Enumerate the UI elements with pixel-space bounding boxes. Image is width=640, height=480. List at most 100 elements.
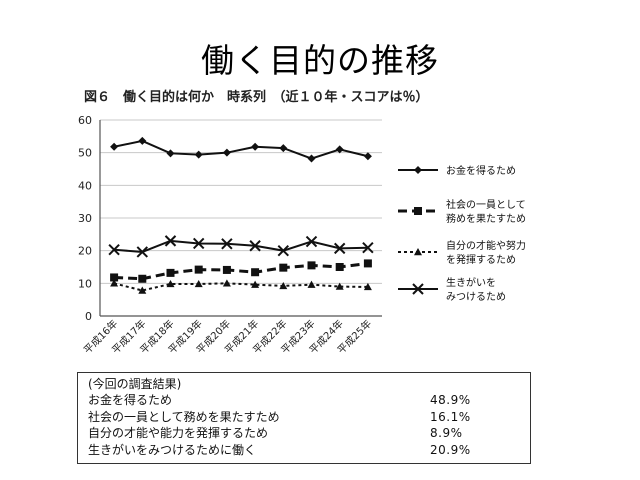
- data-point: [279, 144, 288, 153]
- data-point: [222, 148, 231, 157]
- results-row: 社会の一員として務めを果たすため 16.1%: [88, 409, 520, 426]
- results-header: (今回の調査結果): [88, 377, 182, 391]
- slide-title: 働く目的の推移: [201, 41, 439, 80]
- results-row: 自分の才能や能力を発揮するため 8.9%: [88, 425, 520, 442]
- data-point: [138, 286, 147, 294]
- data-point: [194, 279, 203, 288]
- results-value: 8.9%: [430, 426, 463, 440]
- y-axis-ticks: 0 10 20 30 40 50 60: [78, 114, 92, 323]
- data-point: [222, 265, 231, 274]
- line-chart: 0 10 20 30 40 50 60 平成16年平成17年平成18年平成19年平成20年平…: [78, 114, 526, 356]
- y-tick-label: 10: [78, 277, 92, 290]
- data-point: [279, 263, 288, 272]
- data-point: [166, 149, 175, 158]
- results-value: 48.9%: [430, 393, 471, 407]
- data-point: [138, 274, 147, 283]
- data-point-stroke: [249, 240, 261, 252]
- y-tick-label: 40: [78, 179, 92, 192]
- data-point: [335, 145, 344, 154]
- data-point-stroke: [277, 244, 290, 257]
- series-line: [114, 239, 368, 253]
- data-point: [307, 154, 316, 163]
- data-point: [335, 263, 344, 271]
- data-point: [333, 242, 346, 255]
- legend-label: お金を得るため: [446, 164, 516, 177]
- series-line: [114, 261, 369, 281]
- data-point-stroke: [164, 235, 177, 247]
- results-row: 生きがいをみつけるために働く 20.9%: [88, 442, 520, 459]
- data-point-stroke: [333, 242, 346, 255]
- data-point: [363, 282, 372, 291]
- legend-label: 自分の才能や努力: [446, 239, 526, 252]
- results-label: 社会の一員として務めを果たすため: [88, 409, 280, 424]
- data-point: [222, 279, 231, 287]
- data-point: [194, 150, 203, 159]
- legend-label: を発揮するため: [446, 253, 516, 266]
- data-point: [412, 283, 424, 295]
- legend-item: お金を得るため: [398, 164, 516, 177]
- x-axis-ticks: 平成16年平成17年平成18年平成19年平成20年平成21年平成22年平成23年…: [81, 317, 374, 356]
- data-point: [108, 243, 120, 256]
- legend-item: 社会の一員として務めを果たすため: [398, 198, 526, 225]
- data-point: [414, 248, 422, 256]
- data-point: [166, 279, 175, 288]
- data-point: [279, 281, 288, 290]
- data-point: [414, 166, 422, 174]
- data-point: [363, 152, 372, 161]
- series-1: [110, 136, 372, 163]
- data-point: [335, 282, 344, 290]
- series-4: [108, 235, 374, 258]
- legend-label: 務めを果たすため: [446, 212, 526, 225]
- data-point: [414, 207, 422, 215]
- results-row: お金を得るため 48.9%: [88, 392, 520, 409]
- data-point: [164, 235, 177, 247]
- data-point: [307, 261, 316, 270]
- y-tick-label: 60: [78, 114, 92, 127]
- data-point: [251, 280, 260, 288]
- data-point: [307, 280, 316, 288]
- series-line: [113, 139, 369, 160]
- data-point: [221, 238, 233, 250]
- series-3: [110, 279, 372, 294]
- data-point: [249, 240, 261, 252]
- data-point: [363, 259, 372, 268]
- results-value: 20.9%: [430, 442, 471, 457]
- data-point: [251, 142, 260, 151]
- data-point: [305, 235, 318, 248]
- data-point-stroke: [362, 242, 374, 254]
- legend-label: みつけるため: [446, 291, 506, 303]
- legend-item: 生きがいをみつけるため: [398, 276, 506, 303]
- data-point: [138, 136, 147, 145]
- data-point: [110, 279, 119, 287]
- y-tick-label: 30: [78, 212, 92, 225]
- series-line: [113, 282, 368, 292]
- results-value: 16.1%: [430, 409, 471, 424]
- figure-title: 図６ 働く目的は何か 時系列 （近１０年・スコアは％）: [84, 90, 429, 105]
- data-point-stroke: [412, 283, 424, 295]
- data-point: [166, 268, 175, 277]
- results-label: お金を得るため: [88, 393, 173, 407]
- data-point-stroke: [221, 238, 233, 250]
- data-point: [110, 273, 119, 282]
- results-label: 生きがいをみつけるために働く: [88, 442, 257, 457]
- y-tick-label: 50: [78, 147, 92, 160]
- results-label: 自分の才能や能力を発揮するため: [88, 426, 269, 440]
- data-point-stroke: [305, 235, 318, 248]
- series-2: [110, 259, 372, 283]
- legend-label: 生きがいを: [446, 276, 496, 289]
- data-point-stroke: [108, 243, 120, 256]
- data-point: [110, 142, 119, 151]
- chart-legend: お金を得るため社会の一員として務めを果たすため自分の才能や努力を発揮するため生き…: [398, 164, 526, 303]
- data-point: [192, 237, 205, 250]
- chart-series: [108, 136, 374, 294]
- data-point: [194, 265, 203, 274]
- data-point: [136, 246, 149, 258]
- legend-label: 社会の一員として: [446, 198, 526, 211]
- data-point: [362, 242, 374, 254]
- data-point: [277, 244, 290, 257]
- y-tick-label: 0: [85, 310, 92, 323]
- data-point-stroke: [136, 246, 149, 258]
- data-point-stroke: [192, 237, 205, 250]
- data-point: [251, 268, 260, 277]
